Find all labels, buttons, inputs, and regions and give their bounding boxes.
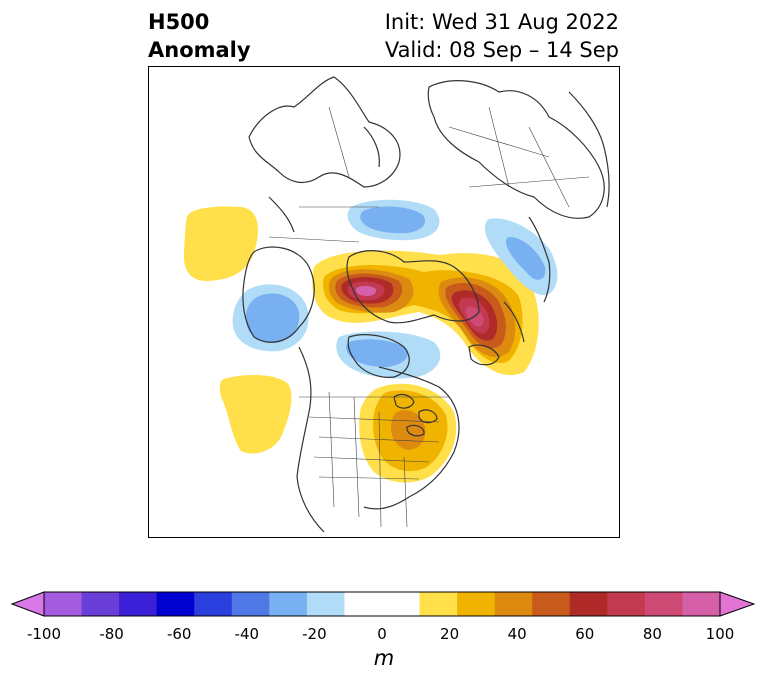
colorbar-cell bbox=[269, 592, 308, 616]
init-date: Init: Wed 31 Aug 2022 bbox=[384, 10, 619, 34]
colorbar-tick-label: -80 bbox=[99, 625, 124, 643]
colorbar-tick-label: 40 bbox=[507, 625, 527, 643]
colorbar-cell bbox=[306, 592, 345, 616]
negative-anomaly-alaska bbox=[232, 284, 309, 352]
colorbar-tick-label: 100 bbox=[705, 625, 735, 643]
title-line-2: Anomaly bbox=[148, 38, 251, 62]
colorbar-tick-label: 60 bbox=[575, 625, 595, 643]
colorbar-cell bbox=[532, 592, 571, 616]
colorbar-tick-label: 20 bbox=[440, 625, 460, 643]
colorbar-extend-low bbox=[10, 591, 45, 617]
negative-anomaly-hudson bbox=[336, 331, 441, 379]
colorbar-cell bbox=[156, 592, 195, 616]
colorbar-extend-high bbox=[719, 591, 756, 617]
colorbar-cell bbox=[81, 592, 120, 616]
colorbar-cell bbox=[644, 592, 683, 616]
anomaly-map bbox=[183, 76, 610, 533]
colorbar-cell bbox=[607, 592, 646, 616]
positive-anomaly-pacific-north bbox=[183, 206, 259, 281]
colorbar-cell bbox=[44, 592, 83, 616]
negative-anomaly-siberia bbox=[484, 218, 558, 296]
title-line-1: H500 bbox=[148, 10, 210, 34]
colorbar-unit: m bbox=[373, 646, 395, 670]
map-coastlines bbox=[242, 76, 610, 533]
colorbar-cells bbox=[44, 592, 721, 616]
positive-anomaly-great-lakes bbox=[359, 383, 457, 483]
colorbar-tick-label: 80 bbox=[642, 625, 662, 643]
negative-anomaly-arctic-north bbox=[347, 199, 440, 241]
colorbar-cell bbox=[494, 592, 533, 616]
map-borders bbox=[268, 106, 590, 528]
colorbar-outline bbox=[43, 591, 721, 617]
map-panel bbox=[148, 66, 620, 538]
colorbar-tick-label: -60 bbox=[166, 625, 192, 643]
valid-range: Valid: 08 Sep – 14 Sep bbox=[384, 38, 619, 62]
date-info: Init: Wed 31 Aug 2022 Valid: 08 Sep – 14… bbox=[385, 8, 619, 64]
positive-anomaly-arctic bbox=[312, 250, 539, 376]
colorbar-cell bbox=[382, 592, 421, 616]
chart-title: H500 Anomaly bbox=[148, 8, 251, 64]
colorbar-tick-label: -20 bbox=[302, 625, 327, 643]
colorbar-cell bbox=[194, 592, 233, 616]
colorbar-tick-label: 0 bbox=[377, 625, 387, 643]
colorbar-cell bbox=[419, 592, 458, 616]
colorbar-cell bbox=[457, 592, 496, 616]
colorbar-tick-label: -40 bbox=[234, 625, 260, 643]
positive-anomaly-pacific-south bbox=[219, 375, 292, 454]
colorbar-cell bbox=[344, 592, 383, 616]
colorbar-cell bbox=[231, 592, 270, 616]
colorbar-cell bbox=[569, 592, 608, 616]
colorbar bbox=[10, 591, 756, 617]
colorbar-cell bbox=[682, 592, 721, 616]
colorbar-cell bbox=[119, 592, 158, 616]
colorbar-tick-label: -100 bbox=[26, 625, 62, 643]
